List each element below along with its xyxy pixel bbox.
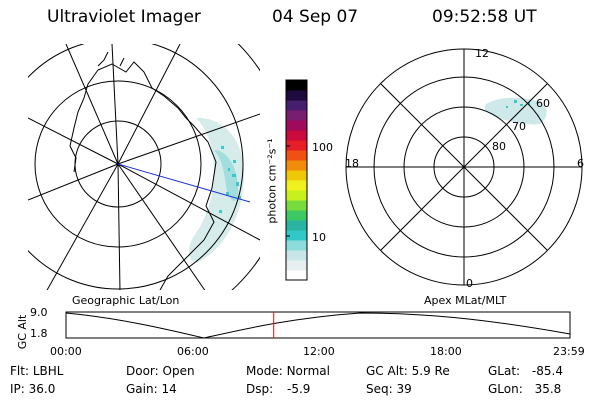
time-tick-0600: 06:00 [177,345,209,358]
glat-label: GLat: [488,364,521,378]
colorbar-segment [286,230,307,241]
status-door: Door: Open [126,364,195,378]
colorbar-segment [286,130,307,141]
gc-alt-label: GC Alt: [366,364,408,378]
colorbar-segment [286,150,307,161]
polar-panel-label: Apex MLat/MLT [424,294,507,307]
colorbar-segment [286,200,307,211]
altitude-ytick-high: 9.0 [30,306,48,319]
ip-label: IP: [10,382,25,396]
meridians [28,44,260,290]
colorbar-segment [286,140,307,151]
gain-value: 14 [161,382,177,396]
status-glat: GLat: -85.4 [488,364,563,378]
colorbar-tick-10: 10 [312,231,326,244]
colorbar-segment [286,100,307,111]
latitude-circles [28,44,260,290]
mlat-label-70: 70 [512,120,526,133]
mlat-label-80: 80 [492,140,506,153]
door-label: Door: [126,364,159,378]
time-tick-1800: 18:00 [430,345,462,358]
status-glon: GLon: 35.8 [488,382,561,396]
altitude-curve [65,312,571,339]
colorbar-segment [286,90,307,101]
seq-value: 39 [396,382,412,396]
filter-label: Flt: [10,364,29,378]
mlat-label-60: 60 [536,97,550,110]
colorbar-segment [286,250,307,261]
colorbar-segment [286,210,307,221]
mlt-label-0: 0 [466,277,473,290]
dsp-label: Dsp: [246,382,274,396]
colorbar-tick-100: 100 [312,141,333,154]
instrument-title: Ultraviolet Imager [47,7,201,27]
glat-value: -85.4 [531,364,563,378]
colorbar-segment [286,80,307,91]
geographic-image-panel [28,44,260,290]
filter-value: LBHL [32,364,64,378]
mode-value: Normal [286,364,330,378]
colorbar-segment [286,170,307,181]
glon-label: GLon: [488,382,523,396]
dsp-value: -5.9 [286,382,311,396]
mlt-label-18: 18 [345,157,359,170]
status-dsp: Dsp: -5.9 [246,382,310,396]
colorbar-segment [286,220,307,231]
seq-label: Seq: [366,382,393,396]
time-tick-1200: 12:00 [303,345,335,358]
gain-label: Gain: [126,382,158,396]
polar-emission [484,97,547,125]
door-value: Open [162,364,195,378]
colorbar-segment [286,120,307,131]
gc-alt-value: 5.9 Re [411,364,450,378]
time-label: 09:52:58 UT [432,7,537,27]
altitude-ytick-low: 1.8 [30,327,48,340]
altitude-plot-frame [65,311,571,339]
ip-value: 36.0 [28,382,56,396]
colorbar-segments [286,80,307,281]
colorbar [285,79,308,281]
altitude-ylabel: GC Alt [15,314,29,350]
mlt-label-12: 12 [475,47,489,60]
mlt-label-6: 6 [577,157,584,170]
glon-value: 35.8 [534,382,562,396]
status-ip: IP: 36.0 [10,382,55,396]
colorbar-segment [286,180,307,191]
time-tick-2359: 23:59 [553,345,585,358]
altitude-plot [65,311,571,339]
status-gain: Gain: 14 [126,382,177,396]
colorbar-unit-label: photon cm⁻²s⁻¹ [265,138,279,224]
colorbar-segment [286,240,307,251]
magnetic-meridian-line [117,163,251,203]
status-seq: Seq: 39 [366,382,412,396]
date-label: 04 Sep 07 [272,7,359,27]
coastline [69,51,217,290]
mlat-mlt-panel [345,48,583,286]
status-mode: Mode: Normal [246,364,330,378]
mode-label: Mode: [246,364,283,378]
colorbar-segment [286,270,307,281]
geographic-panel-label: Geographic Lat/Lon [72,294,180,307]
status-filter: Flt: LBHL [10,364,63,378]
colorbar-segment [286,110,307,121]
status-gc-alt: GC Alt: 5.9 Re [366,364,450,378]
aurora-emission [189,117,245,263]
colorbar-segment [286,190,307,201]
colorbar-segment [286,260,307,271]
time-tick-0000: 00:00 [50,345,82,358]
colorbar-segment [286,160,307,171]
